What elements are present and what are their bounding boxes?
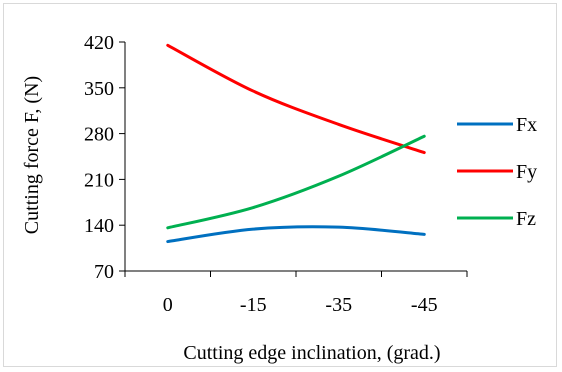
- series-line-fz: [166, 134, 426, 230]
- legend-label-fx: Fx: [516, 114, 537, 136]
- y-tick-label: 70: [94, 261, 114, 283]
- y-axis-title: Cutting force F, (N): [21, 76, 43, 234]
- chart-axes: [124, 42, 467, 272]
- series-line-fx: [166, 225, 426, 244]
- x-axis-title: Cutting edge inclination, (grad.): [183, 342, 440, 364]
- legend-label-fy: Fy: [516, 161, 537, 183]
- y-tick-label: 210: [84, 169, 114, 191]
- y-tick-label: 350: [84, 78, 114, 100]
- y-tick-label: 420: [84, 32, 114, 54]
- x-tick-label: -35: [325, 294, 352, 316]
- plot-area: [166, 43, 426, 244]
- series-line-fy: [166, 43, 426, 155]
- legend: Fx Fy Fz: [457, 114, 537, 230]
- y-tick-label: 140: [84, 215, 114, 237]
- x-ticks: 0 -15 -35 -45: [124, 271, 468, 316]
- x-tick-label: -45: [411, 294, 438, 316]
- y-ticks: 70 140 210 280 350 420: [84, 32, 125, 283]
- y-tick-label: 280: [84, 124, 114, 146]
- x-tick-label: -15: [240, 294, 267, 316]
- legend-label-fz: Fz: [516, 208, 536, 230]
- x-tick-label: 0: [163, 294, 173, 316]
- chart-frame: [3, 3, 557, 367]
